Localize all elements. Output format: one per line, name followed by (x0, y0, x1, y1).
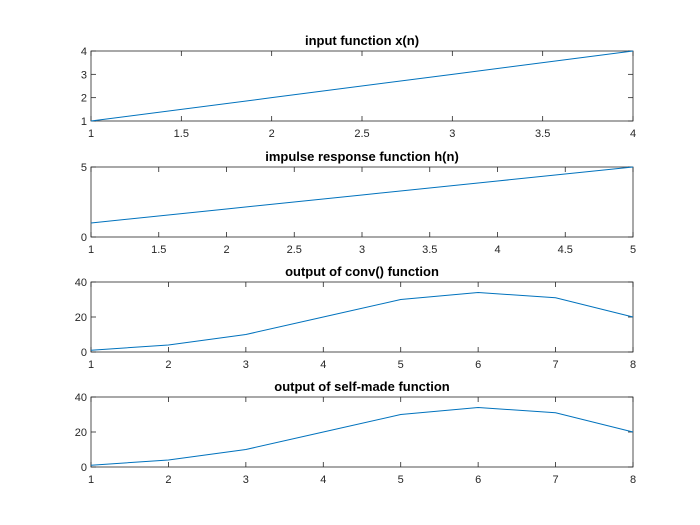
input-series-line (90, 50, 634, 122)
conv-axes-box (90, 281, 634, 353)
selfmade-data-point (400, 414, 402, 416)
impulse-xtick-label: 4.5 (558, 244, 573, 256)
impulse-ytick-label: 5 (81, 162, 87, 174)
impulse-data-point (361, 194, 363, 196)
conv-data-point (322, 316, 324, 318)
input-data-point (451, 73, 453, 75)
subplot-impulse-response: impulse response function h(n) 1 1.5 2 2.5 3 3… (81, 149, 636, 256)
input-xtick-label: 3 (449, 128, 455, 140)
selfmade-series-line (90, 406, 634, 466)
impulse-xtick-label: 3.5 (422, 244, 437, 256)
conv-xtick-label: 3 (243, 359, 249, 371)
impulse-xtick-label: 5 (630, 244, 636, 256)
conv-xtick-label: 1 (88, 359, 94, 371)
selfmade-data-point (322, 431, 324, 433)
selfmade-ytick-label: 40 (75, 392, 87, 404)
conv-xtick-label: 5 (398, 359, 404, 371)
selfmade-title: output of self-made function (274, 379, 450, 394)
selfmade-xtick-label: 5 (398, 474, 404, 486)
input-data-point (271, 97, 273, 99)
impulse-data-point (497, 180, 499, 182)
selfmade-xtick-label: 8 (630, 474, 636, 486)
selfmade-xtick-label: 7 (553, 474, 559, 486)
input-title: input function x(n) (305, 33, 419, 48)
conv-data-point (632, 316, 634, 318)
impulse-title: impulse response function h(n) (265, 149, 459, 164)
selfmade-xtick-label: 2 (165, 474, 171, 486)
input-ytick-label: 4 (81, 46, 87, 58)
conv-xtick-label: 4 (320, 359, 326, 371)
selfmade-data-point (167, 459, 169, 461)
impulse-xtick-label: 1.5 (151, 244, 166, 256)
conv-data-point (90, 349, 92, 351)
conv-ytick-label: 40 (75, 277, 87, 289)
selfmade-data-point (477, 407, 479, 409)
conv-data-point (245, 334, 247, 336)
subplot-self-made-output: output of self-made function 1 2 3 4 5 6 7 8 0 20 4… (75, 379, 636, 486)
impulse-data-point (632, 166, 634, 168)
impulse-xtick-label: 1 (88, 244, 94, 256)
impulse-xtick-label: 2.5 (287, 244, 302, 256)
conv-title: output of conv() function (285, 264, 439, 279)
selfmade-data-point (555, 412, 557, 414)
impulse-axes-box (90, 166, 634, 238)
input-ytick-label: 1 (81, 116, 87, 128)
selfmade-xtick-label: 3 (243, 474, 249, 486)
input-xtick-label: 4 (630, 128, 636, 140)
input-ytick-label: 3 (81, 69, 87, 81)
input-data-point (632, 50, 634, 52)
subplot-input-function: input function x(n) 1 1.5 2 2.5 3 3.5 4 1 2 3 4 (81, 33, 636, 140)
conv-xtick-label: 7 (553, 359, 559, 371)
impulse-xtick-label: 3 (359, 244, 365, 256)
impulse-data-point (90, 222, 92, 224)
impulse-series-line (90, 166, 634, 224)
conv-ytick-label: 0 (81, 347, 87, 359)
impulse-xtick-label: 2 (223, 244, 229, 256)
input-ytick-label: 2 (81, 93, 87, 105)
conv-xtick-label: 2 (165, 359, 171, 371)
conv-xtick-label: 6 (475, 359, 481, 371)
conv-data-point (477, 292, 479, 294)
selfmade-xtick-label: 4 (320, 474, 326, 486)
conv-series-line (90, 291, 634, 351)
input-xtick-label: 1.5 (174, 128, 189, 140)
selfmade-ytick-label: 20 (75, 427, 87, 439)
conv-data-point (167, 344, 169, 346)
impulse-data-point (226, 208, 228, 210)
input-xtick-label: 1 (88, 128, 94, 140)
selfmade-axes-box (90, 396, 634, 468)
impulse-xtick-label: 4 (494, 244, 500, 256)
conv-data-point (400, 299, 402, 301)
selfmade-data-point (90, 464, 92, 466)
selfmade-ytick-label: 0 (81, 462, 87, 474)
conv-xtick-label: 8 (630, 359, 636, 371)
input-data-point (90, 120, 92, 122)
selfmade-xtick-label: 1 (88, 474, 94, 486)
input-xtick-label: 3.5 (535, 128, 550, 140)
selfmade-data-point (245, 449, 247, 451)
conv-ytick-label: 20 (75, 312, 87, 324)
subplot-conv-output: output of conv() function 1 2 3 4 5 6 7 8 0 20 40 (75, 264, 636, 371)
impulse-ytick-label: 0 (81, 232, 87, 244)
input-xtick-label: 2 (269, 128, 275, 140)
conv-data-point (555, 297, 557, 299)
selfmade-data-point (632, 431, 634, 433)
selfmade-xtick-label: 6 (475, 474, 481, 486)
input-xtick-label: 2.5 (354, 128, 369, 140)
